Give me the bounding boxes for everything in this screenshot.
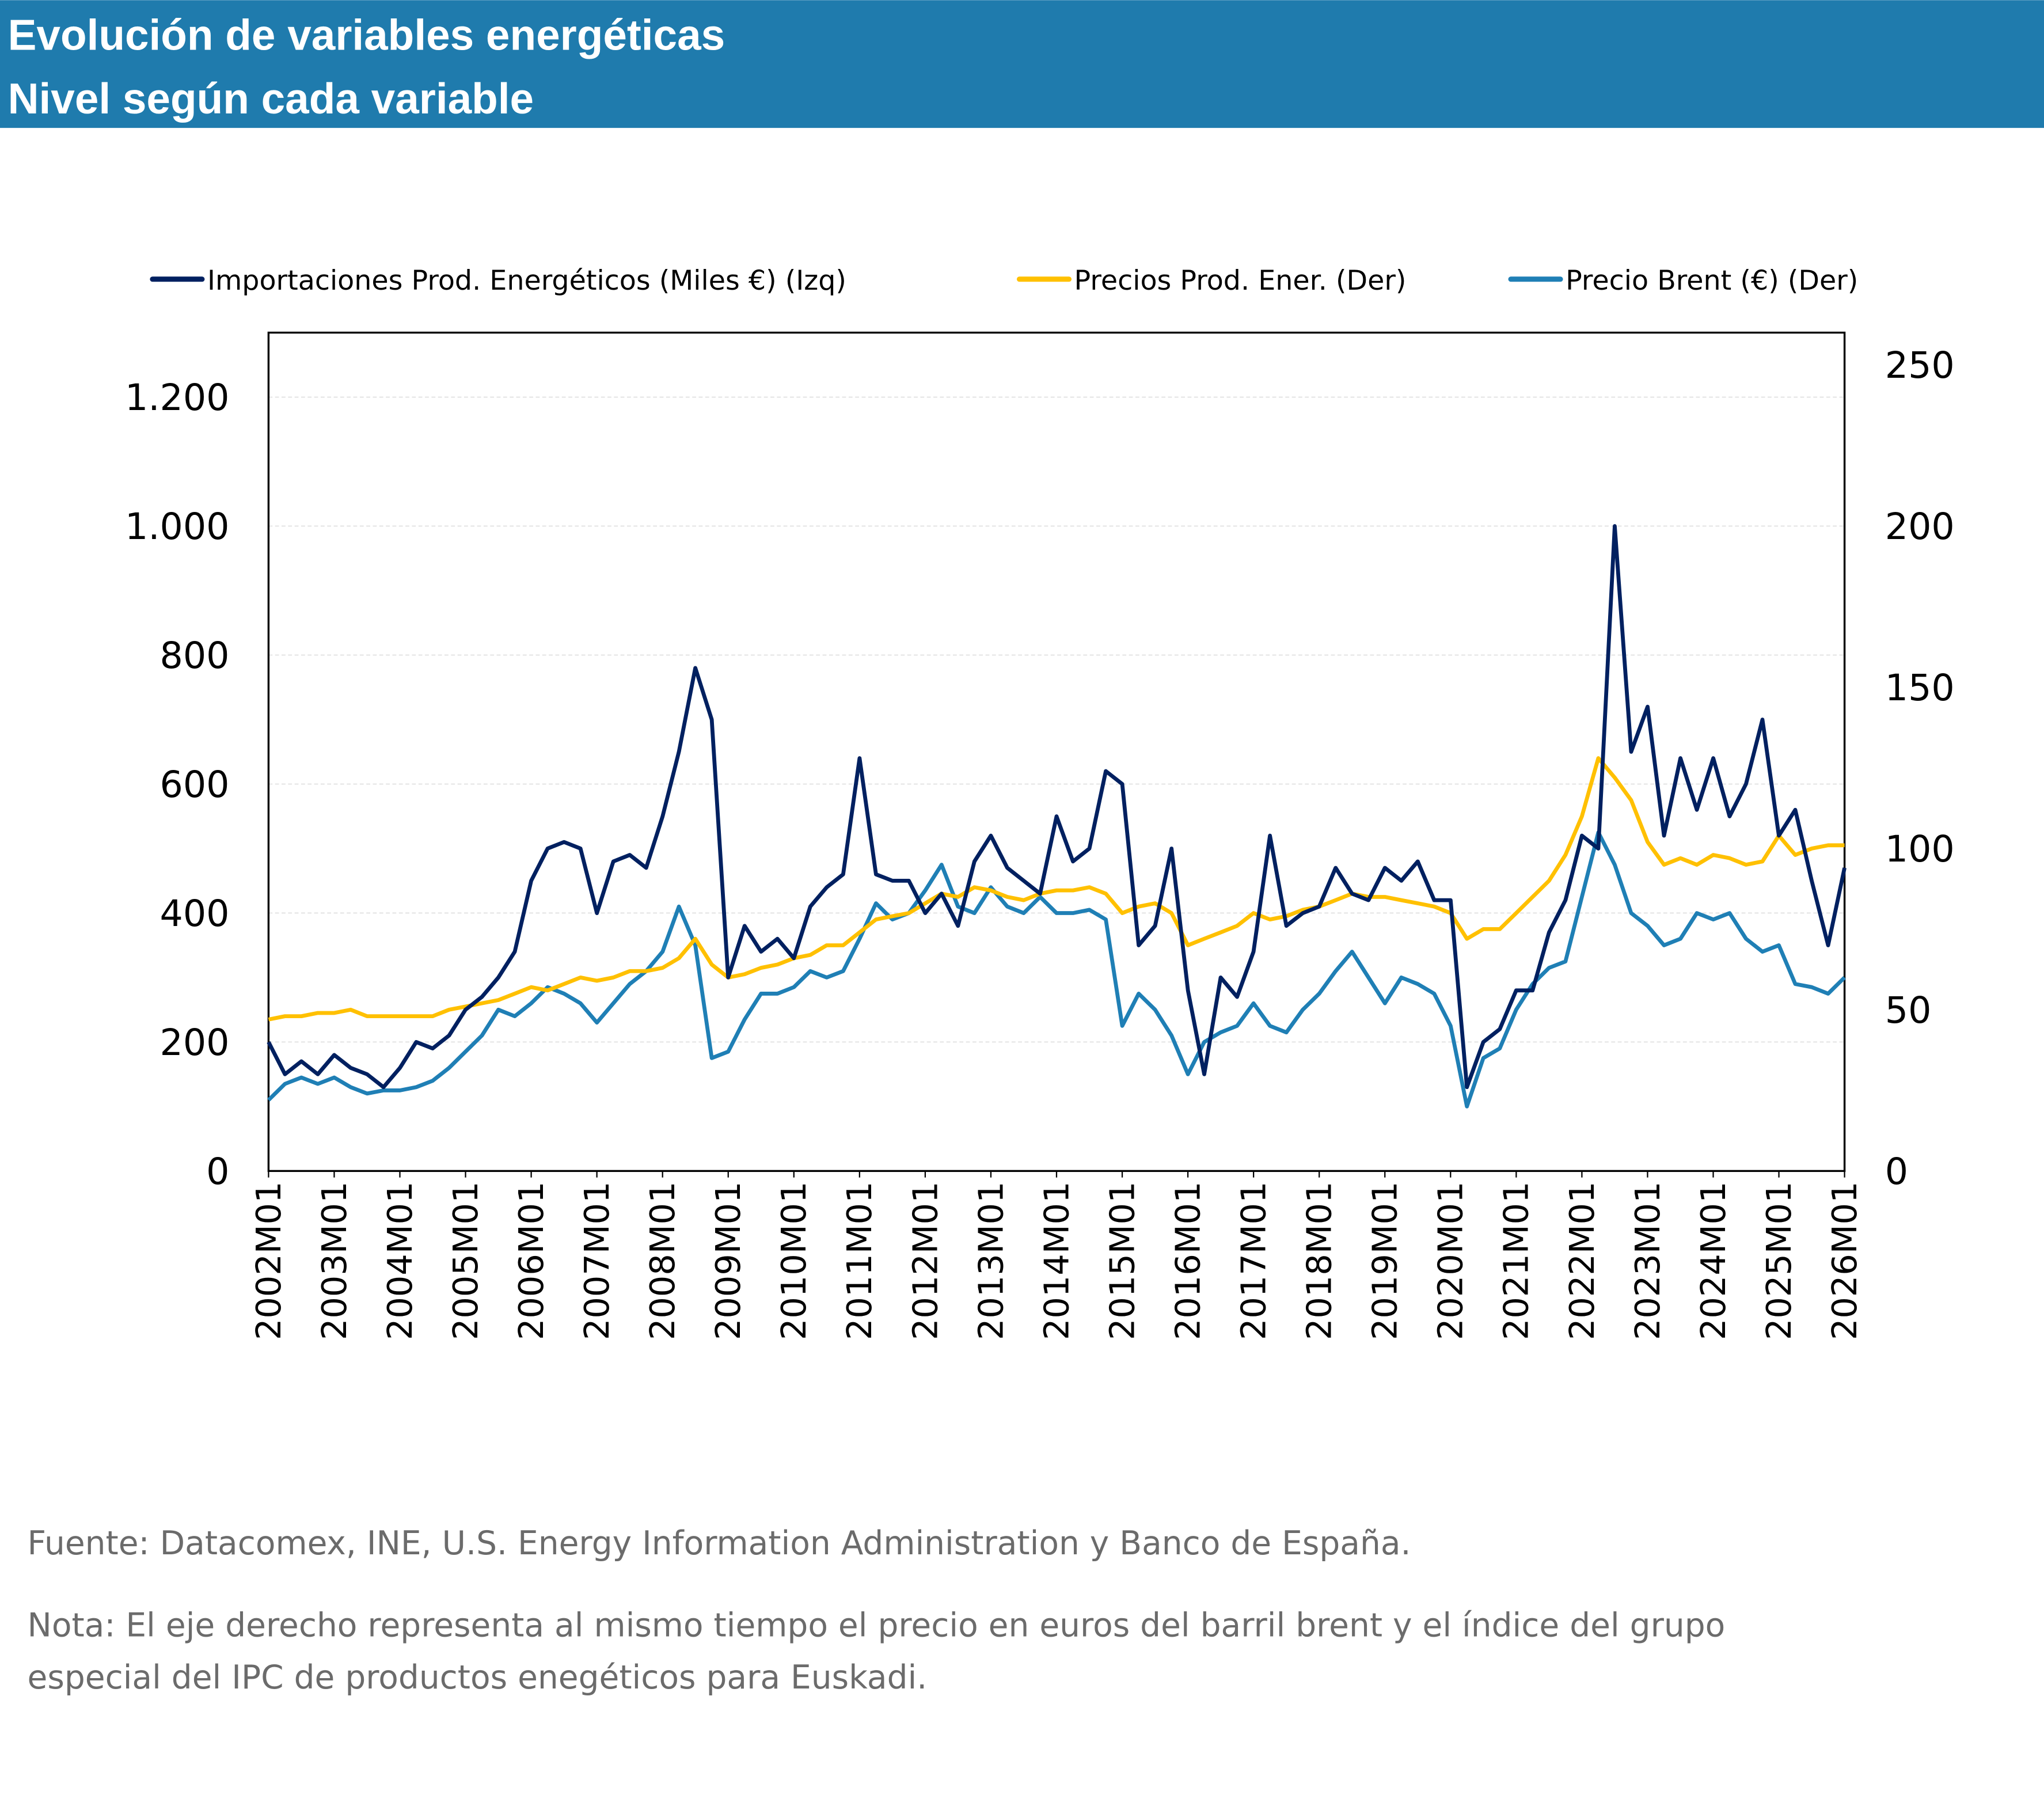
x-tick-label: 2007M01 (577, 1181, 617, 1340)
legend-label-0: Importaciones Prod. Energéticos (Miles €… (207, 265, 846, 297)
y-right-tick-label: 200 (1885, 505, 1955, 548)
y-left-tick-label: 400 (160, 892, 230, 935)
x-tick-label: 2014M01 (1036, 1181, 1076, 1340)
x-tick-label: 2017M01 (1234, 1181, 1274, 1340)
y-left-tick-label: 0 (206, 1150, 229, 1193)
x-tick-label: 2009M01 (708, 1181, 748, 1340)
x-tick-label: 2019M01 (1365, 1181, 1405, 1340)
y-left-tick-label: 1.200 (125, 376, 229, 419)
legend-label-2: Precio Brent (€) (Der) (1566, 265, 1858, 297)
x-tick-label: 2016M01 (1168, 1181, 1207, 1340)
x-tick-label: 2010M01 (774, 1181, 814, 1340)
y-right-tick-label: 250 (1885, 344, 1955, 386)
x-tick-label: 2003M01 (314, 1181, 354, 1340)
y-right-tick-label: 0 (1885, 1150, 1908, 1193)
y-axis-right: 0 50 100 150 200 250 (1885, 344, 1955, 1193)
source-text: Fuente: Datacomex, INE, U.S. Energy Info… (28, 1524, 1411, 1562)
x-tick-label: 2023M01 (1628, 1181, 1667, 1340)
y-right-tick-label: 100 (1885, 828, 1955, 870)
x-tick-label: 2004M01 (380, 1181, 420, 1340)
x-tick-label: 2006M01 (511, 1181, 551, 1340)
x-tick-label: 2005M01 (446, 1181, 485, 1340)
series-group (267, 524, 1847, 1109)
x-tick-label: 2018M01 (1300, 1181, 1339, 1340)
x-axis: 2002M01 2003M01 2004M01 2005M01 2006M01 2007M… (249, 1171, 1864, 1340)
series-line-1 (268, 756, 1845, 1022)
x-tick-label: 2012M01 (905, 1181, 945, 1340)
legend: Importaciones Prod. Energéticos (Miles €… (150, 265, 1858, 297)
x-tick-label: 2024M01 (1693, 1181, 1733, 1340)
legend-label-1: Precios Prod. Ener. (Der) (1074, 265, 1407, 297)
x-tick-label: 2025M01 (1759, 1181, 1799, 1340)
plot-frame (267, 331, 1846, 1172)
x-tick-label: 2020M01 (1431, 1181, 1471, 1340)
x-tick-label: 2002M01 (249, 1181, 288, 1340)
y-left-tick-label: 1.000 (125, 505, 229, 548)
gridlines (268, 396, 1845, 1043)
y-left-tick-label: 800 (160, 634, 230, 677)
x-tick-label: 2021M01 (1496, 1181, 1536, 1340)
note-line-1: Nota: El eje derecho representa al mismo… (28, 1607, 1726, 1645)
y-right-tick-label: 150 (1885, 666, 1955, 709)
y-left-tick-label: 200 (160, 1021, 230, 1064)
x-tick-label: 2011M01 (839, 1181, 879, 1340)
y-left-tick-label: 600 (160, 763, 230, 806)
y-right-tick-label: 50 (1885, 989, 1932, 1031)
x-tick-label: 2026M01 (1825, 1181, 1864, 1340)
x-tick-label: 2015M01 (1102, 1181, 1142, 1340)
header-band (0, 0, 2044, 128)
x-tick-label: 2013M01 (971, 1181, 1010, 1340)
series-line-2 (267, 830, 1846, 1109)
x-tick-label: 2022M01 (1562, 1181, 1602, 1340)
y-axis-left: 0 200 400 600 800 1.000 1.200 (125, 376, 229, 1193)
series-line-0 (267, 524, 1847, 1090)
chart-subtitle: Nivel según cada variable (8, 74, 534, 123)
chart-title: Evolución de variables energéticas (8, 10, 725, 59)
x-tick-label: 2008M01 (643, 1181, 682, 1340)
note-line-2: especial del IPC de productos enegéticos… (28, 1659, 928, 1697)
